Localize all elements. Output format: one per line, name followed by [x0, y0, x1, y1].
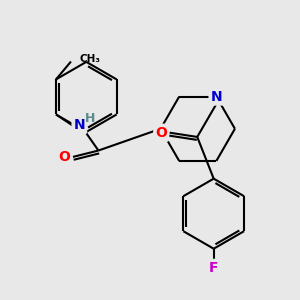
Text: F: F	[209, 261, 218, 275]
Text: O: O	[155, 126, 167, 140]
Text: O: O	[58, 150, 70, 164]
Text: N: N	[74, 118, 85, 132]
Text: N: N	[211, 90, 222, 104]
Text: CH₃: CH₃	[80, 54, 100, 64]
Text: H: H	[85, 112, 95, 125]
